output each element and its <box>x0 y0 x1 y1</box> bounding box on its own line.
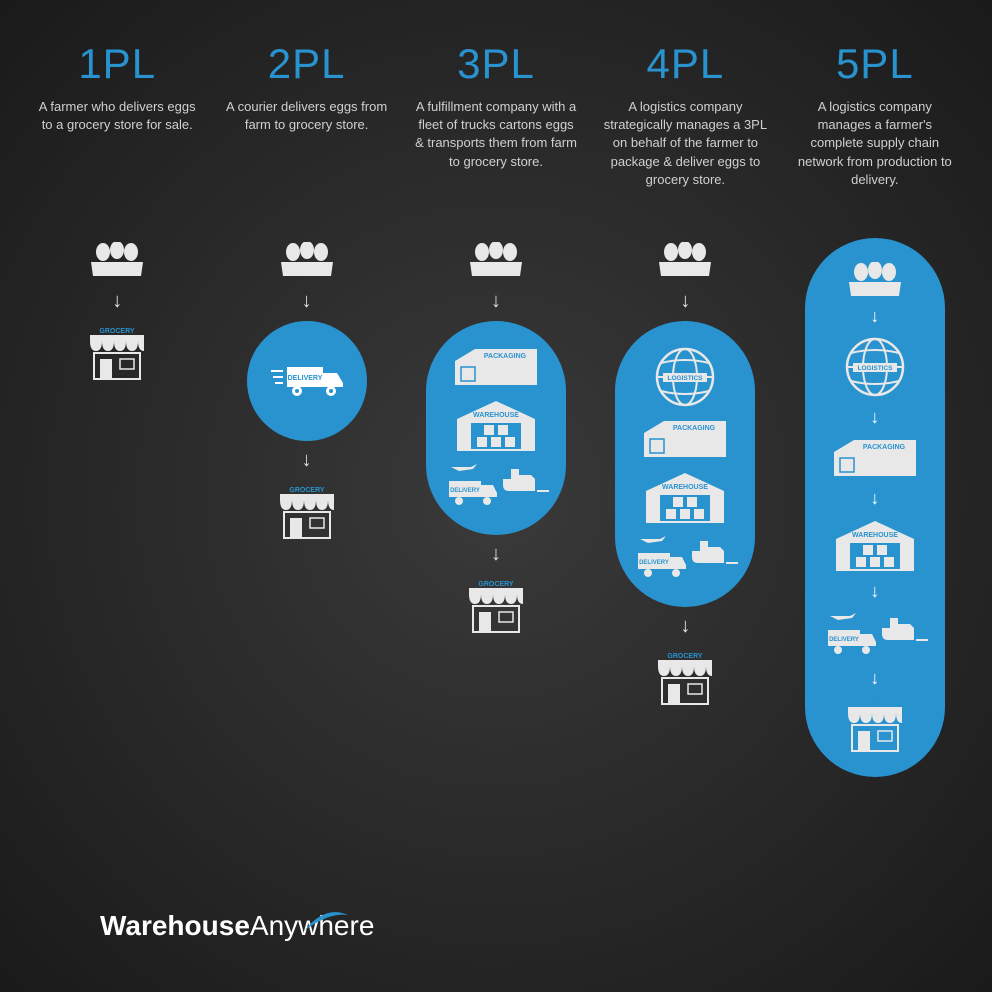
logo-bold-text: Warehouse <box>100 910 250 941</box>
logo-swoosh-icon <box>300 900 350 940</box>
column-3PL: 3PL A fulfillment company with a fleet o… <box>409 40 583 777</box>
packaging-icon: PACKAGING <box>830 436 920 480</box>
arrow-down-icon: ↓ <box>302 449 312 472</box>
flow-diagram: ↓ LOGISTICS PACKAGING WAREHOUSE DELIVERY… <box>598 238 772 710</box>
flow-diagram: ↓ DELIVERY ↓ GROCERY <box>219 238 393 544</box>
svg-text:GROCERY: GROCERY <box>478 581 513 588</box>
eggs-icon <box>847 262 903 298</box>
svg-text:WAREHOUSE: WAREHOUSE <box>473 412 519 419</box>
warehouse-icon: WAREHOUSE <box>830 517 920 573</box>
capsule: LOGISTICS PACKAGING WAREHOUSE DELIVERY <box>615 321 755 607</box>
column-description: A courier delivers eggs from farm to gro… <box>219 98 393 218</box>
svg-text:WAREHOUSE: WAREHOUSE <box>662 484 708 491</box>
arrow-down-icon: ↓ <box>870 407 879 428</box>
logistics-icon: LOGISTICS <box>843 335 907 399</box>
svg-text:PACKAGING: PACKAGING <box>863 444 906 451</box>
column-description: A logistics company strategically manage… <box>598 98 772 218</box>
column-title: 2PL <box>268 40 346 88</box>
packaging-icon: PACKAGING <box>451 345 541 389</box>
svg-text:PACKAGING: PACKAGING <box>484 353 527 360</box>
svg-text:GROCERY: GROCERY <box>289 487 324 494</box>
arrow-down-icon: ↓ <box>870 668 879 689</box>
warehouse-icon: WAREHOUSE <box>451 397 541 453</box>
svg-text:LOGISTICS: LOGISTICS <box>857 365 893 372</box>
flow-diagram: ↓ LOGISTICS ↓ PACKAGING ↓ WAREHOUSE ↓ DE… <box>788 238 962 777</box>
grocery-icon: GROCERY <box>82 325 152 381</box>
column-2PL: 2PL A courier delivers eggs from farm to… <box>219 40 393 777</box>
flow-diagram: ↓ GROCERY <box>30 238 204 385</box>
delivery-icon: DELIVERY <box>267 359 347 403</box>
arrow-down-icon: ↓ <box>870 306 879 327</box>
warehouse-icon: WAREHOUSE <box>640 469 730 525</box>
column-title: 4PL <box>647 40 725 88</box>
arrow-down-icon: ↓ <box>112 290 122 313</box>
svg-text:GROCERY: GROCERY <box>668 653 703 660</box>
column-5PL: 5PL A logistics company manages a farmer… <box>788 40 962 777</box>
capsule: DELIVERY <box>247 321 367 441</box>
arrow-down-icon: ↓ <box>680 290 690 313</box>
grocery-icon: GROCERY <box>650 650 720 706</box>
grocery-icon: GROCERY <box>461 578 531 634</box>
column-title: 5PL <box>836 40 914 88</box>
svg-text:WAREHOUSE: WAREHOUSE <box>852 532 898 539</box>
svg-text:PACKAGING: PACKAGING <box>673 425 716 432</box>
column-description: A farmer who delivers eggs to a grocery … <box>30 98 204 218</box>
capsule: ↓ LOGISTICS ↓ PACKAGING ↓ WAREHOUSE ↓ DE… <box>805 238 945 777</box>
eggs-icon <box>657 242 713 278</box>
packaging-icon: PACKAGING <box>640 417 730 461</box>
arrow-down-icon: ↓ <box>870 488 879 509</box>
svg-text:DELIVERY: DELIVERY <box>287 375 322 382</box>
svg-text:GROCERY: GROCERY <box>857 700 892 707</box>
flow-diagram: ↓ PACKAGING WAREHOUSE DELIVERY ↓ GROCERY <box>409 238 583 638</box>
logistics-icon: LOGISTICS <box>653 345 717 409</box>
delivery-icon: DELIVERY <box>630 533 740 583</box>
arrow-down-icon: ↓ <box>302 290 312 313</box>
capsule: PACKAGING WAREHOUSE DELIVERY <box>426 321 566 535</box>
arrow-down-icon: ↓ <box>491 543 501 566</box>
svg-text:DELIVERY: DELIVERY <box>450 488 480 494</box>
columns-container: 1PL A farmer who delivers eggs to a groc… <box>0 0 992 777</box>
svg-text:DELIVERY: DELIVERY <box>829 637 859 643</box>
svg-text:LOGISTICS: LOGISTICS <box>668 375 704 382</box>
column-4PL: 4PL A logistics company strategically ma… <box>598 40 772 777</box>
grocery-icon: GROCERY <box>840 697 910 753</box>
arrow-down-icon: ↓ <box>870 581 879 602</box>
column-1PL: 1PL A farmer who delivers eggs to a groc… <box>30 40 204 777</box>
delivery-icon: DELIVERY <box>441 461 551 511</box>
column-title: 3PL <box>457 40 535 88</box>
delivery-icon: DELIVERY <box>820 610 930 660</box>
grocery-icon: GROCERY <box>272 484 342 540</box>
eggs-icon <box>279 242 335 278</box>
logo: WarehouseAnywhere <box>100 910 374 942</box>
arrow-down-icon: ↓ <box>491 290 501 313</box>
column-title: 1PL <box>78 40 156 88</box>
eggs-icon <box>89 242 145 278</box>
svg-text:DELIVERY: DELIVERY <box>640 560 670 566</box>
column-description: A logistics company manages a farmer's c… <box>788 98 962 218</box>
eggs-icon <box>468 242 524 278</box>
arrow-down-icon: ↓ <box>680 615 690 638</box>
svg-text:GROCERY: GROCERY <box>100 328 135 335</box>
column-description: A fulfillment company with a fleet of tr… <box>409 98 583 218</box>
